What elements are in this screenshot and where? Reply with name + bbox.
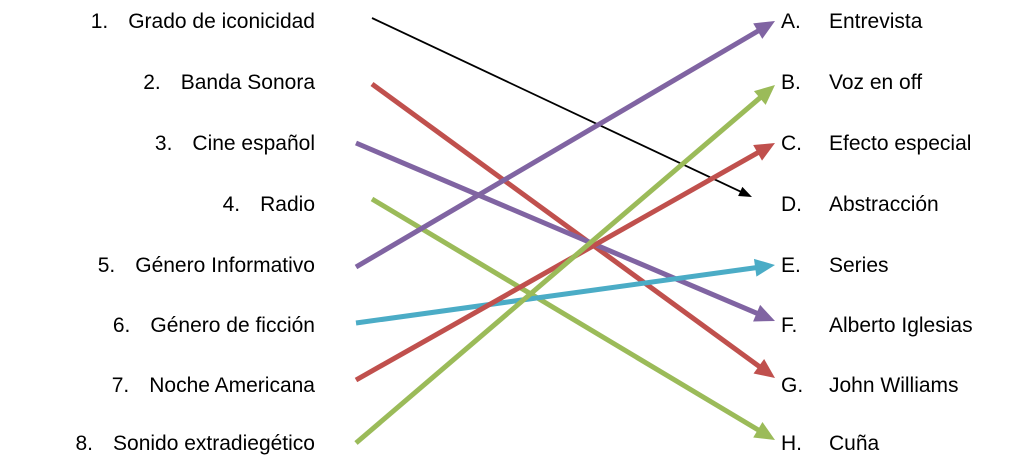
left-item-number: 6. <box>113 314 131 337</box>
left-item-label: Grado de iconicidad <box>128 10 315 33</box>
connection-arrow <box>355 258 775 326</box>
left-item-number: 7. <box>112 374 130 397</box>
connection-arrow <box>371 17 752 197</box>
connection-line <box>370 196 761 433</box>
right-item-letter: G. <box>781 374 803 397</box>
connection-arrow <box>355 140 775 322</box>
connection-line <box>355 140 760 317</box>
connection-arrow <box>354 143 775 383</box>
left-item-number: 5. <box>98 254 116 277</box>
connection-line <box>354 27 761 270</box>
right-column: A. Entrevista B. Voz en off C. Efecto especia… <box>781 10 973 455</box>
right-item-label: Entrevista <box>829 10 923 33</box>
right-item-label: Alberto Iglesias <box>829 314 973 337</box>
left-item-number: 1. <box>91 10 109 33</box>
connection-arrow <box>354 21 775 270</box>
right-item-label: Voz en off <box>829 71 922 94</box>
right-item-letter: C. <box>781 132 802 155</box>
left-item-number: 3. <box>155 132 173 155</box>
connection-line <box>354 94 763 445</box>
right-item-label: Series <box>829 254 889 277</box>
arrowhead-icon <box>753 258 775 277</box>
connection-line <box>355 264 758 326</box>
left-item-number: 4. <box>223 193 241 216</box>
right-item-letter: H. <box>781 432 802 455</box>
left-item-label: Género Informativo <box>135 254 315 277</box>
arrowhead-icon <box>738 186 752 197</box>
right-item-letter: A. <box>781 10 801 33</box>
right-item-letter: B. <box>781 71 801 94</box>
left-item-label: Género de ficción <box>150 314 315 337</box>
arrowhead-icon <box>753 358 775 378</box>
connection-line <box>354 149 761 383</box>
left-column: Grado de iconicidad 1. Banda Sonora 2. Cine … <box>76 10 316 455</box>
left-item-label: Cine español <box>192 132 315 155</box>
connection-arrow <box>370 81 775 378</box>
connection-line <box>371 17 743 194</box>
arrowhead-icon <box>753 304 775 322</box>
connection-line <box>370 81 762 370</box>
arrowhead-icon <box>753 143 775 161</box>
right-item-letter: E. <box>781 254 801 277</box>
left-item-label: Radio <box>260 193 315 216</box>
right-item-label: Efecto especial <box>829 132 971 155</box>
connection-arrow <box>354 85 775 445</box>
left-item-label: Banda Sonora <box>181 71 316 94</box>
right-item-label: Abstracción <box>829 193 939 216</box>
connection-lines <box>354 17 775 445</box>
arrowhead-icon <box>753 85 775 105</box>
left-item-label: Noche Americana <box>149 374 315 397</box>
arrowhead-icon <box>753 422 775 440</box>
right-item-label: John Williams <box>829 374 959 397</box>
right-item-letter: D. <box>781 193 802 216</box>
left-item-label: Sonido extradiegético <box>113 432 315 455</box>
left-item-number: 2. <box>143 71 161 94</box>
arrowhead-icon <box>753 21 775 39</box>
right-item-letter: F. <box>781 314 797 337</box>
right-item-label: Cuña <box>829 432 880 455</box>
left-item-number: 8. <box>76 432 94 455</box>
connection-arrow <box>370 196 775 440</box>
